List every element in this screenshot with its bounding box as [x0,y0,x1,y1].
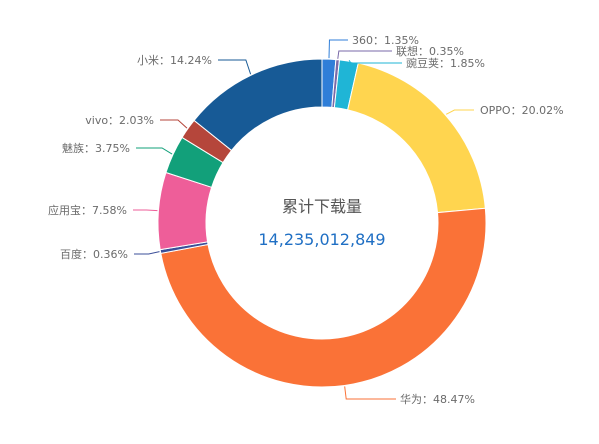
slice-label-2: 豌豆荚：1.85% [406,56,485,70]
leader-line-8 [160,119,188,129]
slice-9[interactable] [193,58,323,152]
leader-line-2 [348,59,402,64]
slice-label-1: 联想：0.35% [396,44,464,58]
slices-group [157,58,487,388]
leader-line-3 [445,109,474,115]
labels-group: 360：1.35%联想：0.35%豌豆荚：1.85% OPPO：20.02% 华为：… [48,34,563,406]
slice-label-3: OPPO：20.02% [480,104,564,117]
slice-label-8: vivo：2.03% [85,114,154,127]
center-value: 14,235,012,849 [258,230,385,249]
leader-line-7 [136,147,173,155]
slice-label-5: 百度：0.36% [60,247,128,261]
leader-line-6 [133,209,158,212]
leader-line-1 [337,50,392,59]
leader-line-5 [134,251,160,255]
slice-label-9: 小米：14.24% [137,54,212,67]
slice-label-4: 华为：48.47% [400,392,475,406]
leader-lines-group [133,39,474,400]
leader-line-4 [344,386,396,400]
leader-line-0 [328,39,348,59]
slice-label-0: 360：1.35% [352,34,419,47]
leader-line-9 [218,59,252,75]
center-title: 累计下载量 [282,197,362,216]
slice-4[interactable] [160,207,487,388]
slice-3[interactable] [347,62,486,214]
slice-label-6: 应用宝：7.58% [48,203,127,217]
slice-label-7: 魅族：3.75% [62,141,130,155]
